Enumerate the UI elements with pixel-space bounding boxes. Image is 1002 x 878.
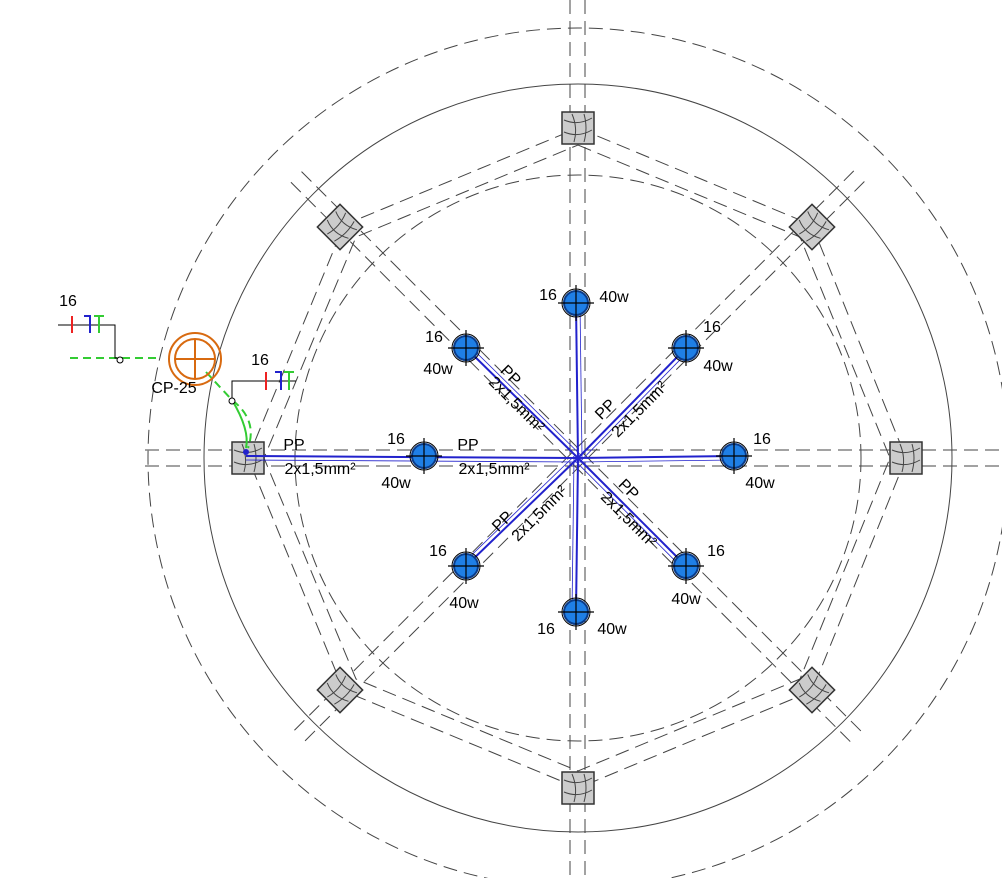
cable [580, 350, 690, 462]
cable [577, 455, 735, 459]
lamp-cross [558, 594, 594, 630]
post-hatch [326, 211, 358, 242]
switch-label: 16 [59, 293, 77, 310]
post [561, 771, 595, 805]
cable [575, 457, 579, 613]
lamp-cross [448, 330, 484, 366]
cable [468, 344, 582, 456]
lamp-circuit: 16 [387, 431, 405, 448]
post-hatch [798, 211, 830, 242]
lamp-circuit: 16 [753, 431, 771, 448]
posts [231, 111, 923, 805]
cable [579, 302, 583, 458]
cable [575, 302, 579, 459]
post [788, 666, 836, 714]
post [316, 203, 364, 251]
cable [245, 459, 578, 463]
cable [571, 457, 575, 612]
cable [578, 459, 735, 463]
lamp-circuit: 16 [703, 319, 721, 336]
cable-section: 2x1,5mm² [458, 461, 530, 478]
lamp-cross [558, 285, 594, 321]
lamp-circuit: 16 [707, 543, 725, 560]
lamp-power: 40w [381, 475, 411, 492]
post-hatch [563, 773, 593, 803]
lamp-cross [406, 438, 442, 474]
lamp-circuit: 16 [425, 329, 443, 346]
cable [465, 347, 579, 459]
switch-label: 16 [251, 352, 269, 369]
lamp-circuit: 16 [537, 621, 555, 638]
lamp-power: 40w [703, 358, 733, 375]
lamp-circuit: 16 [539, 287, 557, 304]
panel-label: CP-25 [151, 380, 196, 397]
lamp-power: 40w [671, 591, 701, 608]
cable [574, 460, 684, 570]
structure [145, 0, 1002, 878]
post-hatch [563, 113, 593, 143]
lamps [406, 285, 752, 630]
wiring [243, 302, 735, 613]
cable-type: PP [283, 437, 304, 454]
lamp-power: 40w [599, 289, 629, 306]
post-hatch [798, 674, 830, 705]
junction [243, 449, 249, 455]
lamp-cross [716, 438, 752, 474]
cable-section: 2x1,5mm² [509, 482, 572, 545]
cable-section: 2x1,5mm² [284, 461, 356, 478]
cable [577, 347, 687, 459]
cable [462, 454, 576, 564]
lamp-power: 40w [449, 595, 479, 612]
post [788, 203, 836, 251]
panel: CP-25 16 16 [58, 293, 296, 449]
lamp-cross [668, 330, 704, 366]
post [889, 441, 923, 475]
lamp-power: 40w [597, 621, 627, 638]
lamp-power: 40w [745, 475, 775, 492]
lamp-cross [448, 548, 484, 584]
post-hatch [326, 674, 358, 705]
post-hatch [891, 443, 921, 473]
lamp-circuit: 16 [429, 543, 447, 560]
cable [577, 457, 687, 567]
cable [465, 457, 579, 567]
cable-type: PP [457, 437, 478, 454]
post [561, 111, 595, 145]
post [316, 666, 364, 714]
lamp-cross [668, 548, 704, 584]
labels: 16 40w 16 40w 16 40w 16 40w 16 40w 16 40w 16 40w 16 40w… [283, 287, 775, 638]
lamp-power: 40w [423, 361, 453, 378]
